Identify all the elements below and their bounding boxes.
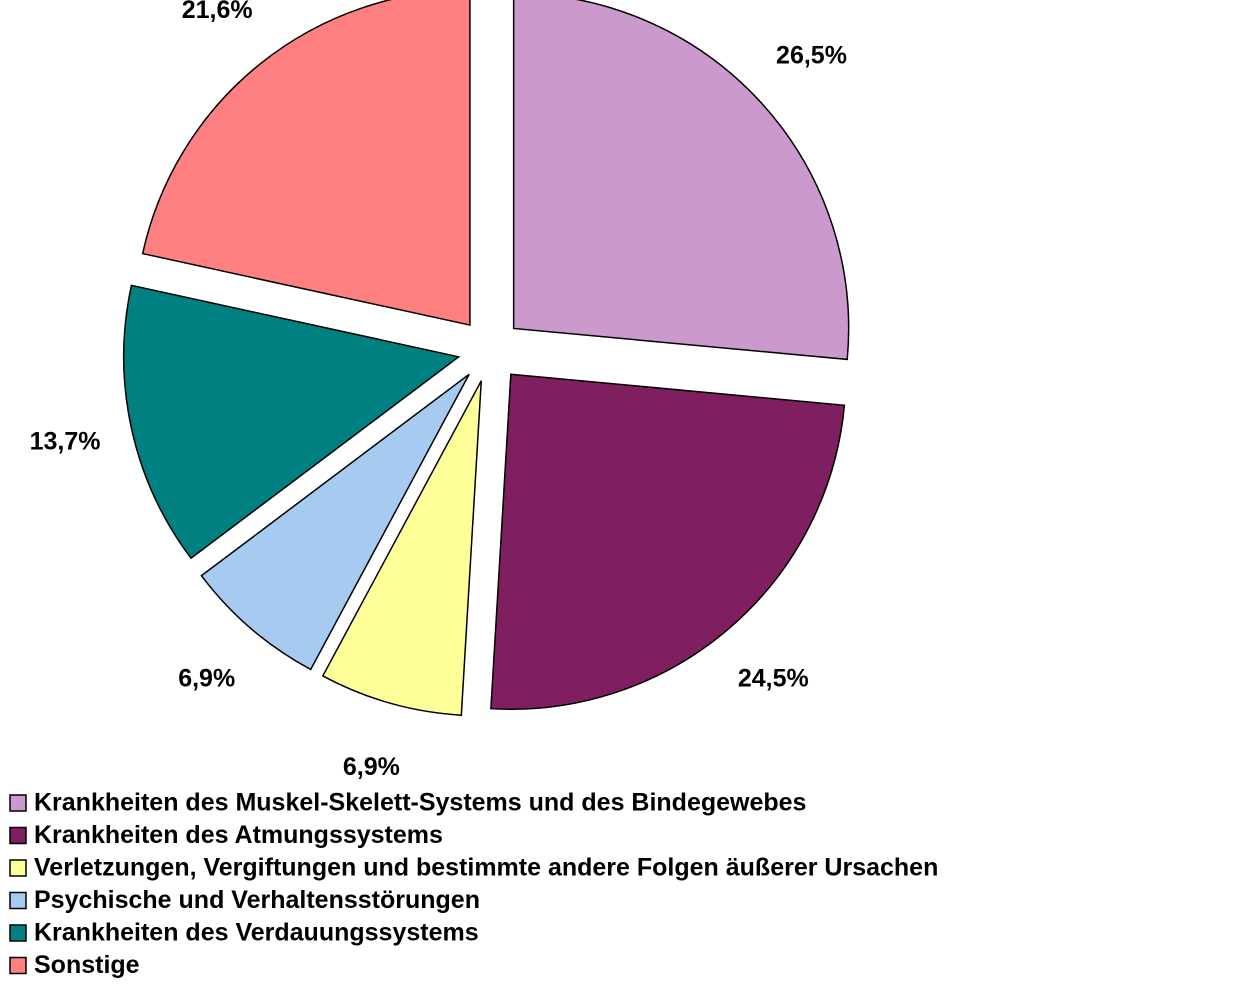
legend-label: Krankheiten des Atmungssystems xyxy=(34,821,443,849)
data-label: 6,9% xyxy=(343,753,400,781)
data-label: 26,5% xyxy=(776,42,847,70)
data-label: 6,9% xyxy=(178,665,235,693)
legend-label: Sonstige xyxy=(34,951,140,979)
legend-label: Krankheiten des Muskel-Skelett-Systems u… xyxy=(34,789,806,817)
data-label: 24,5% xyxy=(738,665,809,693)
pie-slice xyxy=(321,380,483,716)
legend-swatch xyxy=(9,924,27,942)
legend-swatch xyxy=(9,826,27,845)
legend-swatch xyxy=(9,794,27,812)
pie-slice xyxy=(123,284,461,560)
legend-swatch xyxy=(9,859,27,877)
legend-label: Psychische und Verhaltensstörungen xyxy=(34,886,480,914)
data-label: 13,7% xyxy=(30,427,101,455)
legend-label: Krankheiten des Verdauungssystems xyxy=(34,919,479,947)
pie-slice xyxy=(490,373,846,710)
pie-slice xyxy=(141,0,471,327)
data-label: 21,6% xyxy=(182,0,253,24)
legend-label: Verletzungen, Vergiftungen und bestimmte… xyxy=(34,854,938,882)
pie-slice xyxy=(512,0,850,361)
legend-swatch xyxy=(9,891,27,910)
legend-swatch xyxy=(9,956,27,975)
pie-slice xyxy=(200,373,470,671)
